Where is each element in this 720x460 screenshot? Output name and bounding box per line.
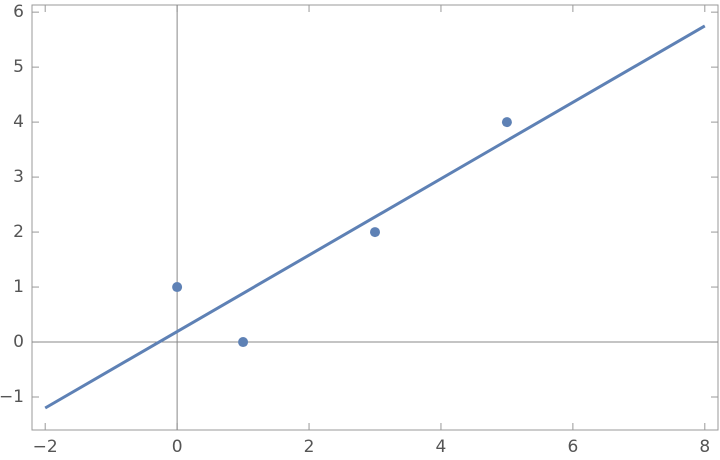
data-point: [370, 227, 380, 238]
y-tick-label: 1: [13, 277, 24, 297]
x-tick-label: 6: [567, 437, 578, 457]
y-tick-label: 4: [13, 112, 24, 132]
x-tick-label: 0: [172, 437, 183, 457]
data-point: [238, 337, 249, 348]
x-tick-label: 4: [436, 437, 447, 457]
x-tick-label: 2: [304, 437, 315, 457]
y-tick-label: 5: [13, 57, 24, 77]
y-tick-label: 6: [13, 2, 24, 22]
data-point: [501, 117, 512, 128]
plot-frame: [31, 4, 719, 431]
fit-line: [44, 24, 706, 410]
x-tick-label: −2: [33, 437, 58, 457]
x-tick-label: 8: [699, 437, 710, 457]
y-tick-label: −1: [0, 387, 24, 407]
data-point: [172, 282, 183, 293]
y-tick-label: 0: [13, 332, 24, 352]
y-tick-label: 2: [13, 222, 24, 242]
y-tick-label: 3: [13, 167, 24, 187]
